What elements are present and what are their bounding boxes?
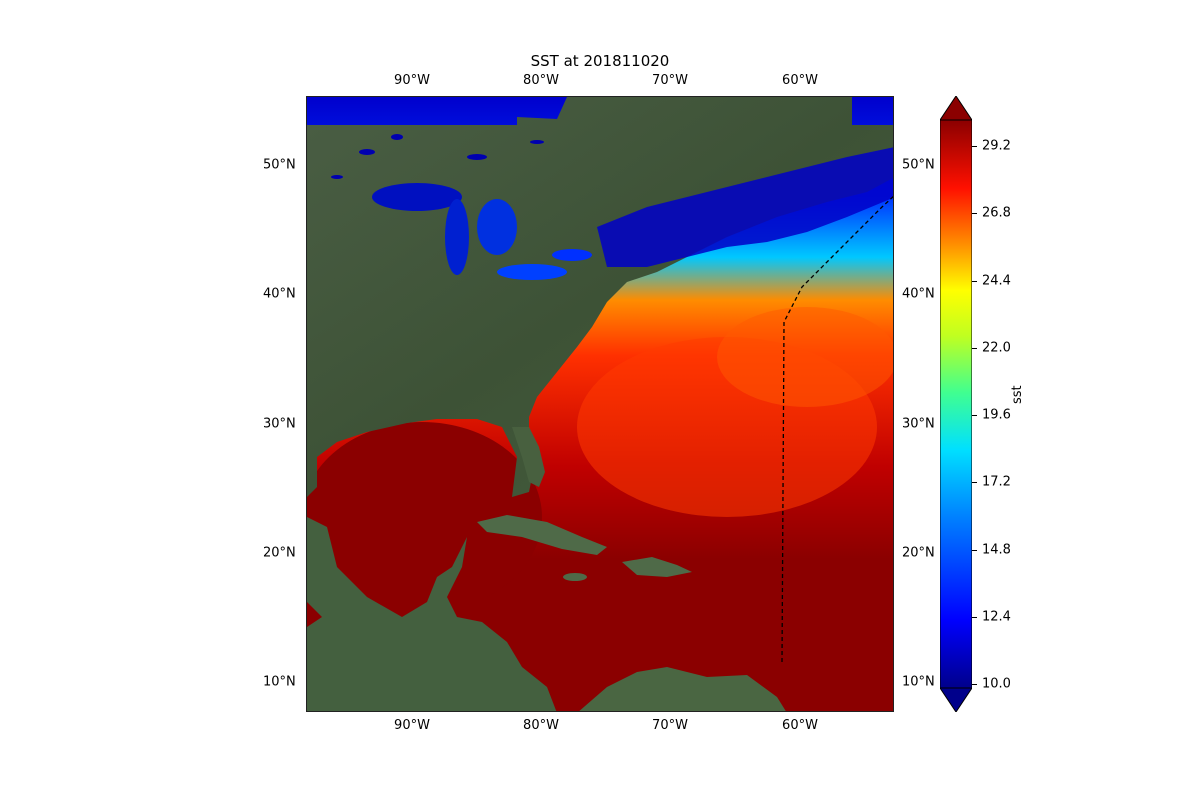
canadian-lake-1 (359, 149, 375, 155)
colorbar-tick-label: 12.4 (982, 609, 1011, 625)
colorbar-tick-label: 29.2 (982, 138, 1011, 154)
central-america-land (307, 517, 557, 711)
colorbar-tick-label: 22.0 (982, 340, 1011, 356)
colorbar-tick (972, 550, 977, 551)
colorbar-tick (972, 348, 977, 349)
south-america-land (579, 667, 786, 711)
sst-map[interactable] (306, 96, 894, 712)
colorbar-tick-label: 14.8 (982, 542, 1011, 558)
bottom-lon-label-80w: 80°W (523, 718, 559, 733)
colorbar (939, 95, 973, 713)
right-lat-label-10n: 10°N (902, 674, 935, 690)
colorbar-label: sst (1010, 385, 1025, 404)
colorbar-tick-label: 19.6 (982, 407, 1011, 423)
left-lat-label-30n: 30°N (263, 416, 296, 432)
map-title: SST at 201811020 (530, 52, 670, 70)
top-lon-label-70w: 70°W (652, 73, 688, 88)
atlantic-warm-patch (717, 307, 893, 407)
left-lat-label-40n: 40°N (263, 286, 296, 302)
colorbar-tick (972, 684, 977, 685)
left-lat-label-20n: 20°N (263, 545, 296, 561)
top-lon-label-80w: 80°W (523, 73, 559, 88)
left-lat-label-10n: 10°N (263, 674, 296, 690)
right-lat-label-20n: 20°N (902, 545, 935, 561)
colorbar-tick-label: 17.2 (982, 474, 1011, 490)
florida-land (512, 427, 545, 487)
canadian-lake-4 (530, 140, 544, 144)
colorbar-tick (972, 213, 977, 214)
colorbar-top-arrow (939, 95, 973, 121)
gulf-of-st-lawrence (597, 147, 893, 267)
lake-huron (477, 199, 517, 255)
colorbar-tick-label: 24.4 (982, 273, 1011, 289)
lake-superior (372, 183, 462, 211)
canadian-lake-3 (467, 154, 487, 160)
right-lat-label-50n: 50°N (902, 157, 935, 173)
colorbar-tick (972, 617, 977, 618)
top-lon-label-90w: 90°W (394, 73, 430, 88)
colorbar-tick-label: 26.8 (982, 205, 1011, 221)
lake-erie (497, 264, 567, 280)
hispaniola-land (622, 557, 692, 577)
colorbar-tick (972, 146, 977, 147)
lake-ontario (552, 249, 592, 261)
colorbar-body (939, 119, 973, 689)
gulf-of-mexico (307, 422, 542, 612)
right-lat-label-40n: 40°N (902, 286, 935, 302)
colorbar-tick (972, 415, 977, 416)
bottom-lon-label-90w: 90°W (394, 718, 430, 733)
colorbar-tick-label: 10.0 (982, 676, 1011, 692)
cuba-land (477, 515, 607, 555)
bottom-lon-label-70w: 70°W (652, 718, 688, 733)
storm-track-line (781, 195, 893, 663)
right-lat-label-30n: 30°N (902, 416, 935, 432)
sst-map-svg (307, 97, 893, 711)
lake-michigan (445, 199, 469, 275)
bottom-lon-label-60w: 60°W (782, 718, 818, 733)
colorbar-tick (972, 482, 977, 483)
colorbar-tick (972, 281, 977, 282)
top-lon-label-60w: 60°W (782, 73, 818, 88)
colorbar-svg (939, 95, 973, 713)
jamaica-land (563, 573, 587, 581)
colorbar-bottom-arrow (939, 687, 973, 713)
canadian-lake-5 (331, 175, 343, 179)
canadian-lake-2 (391, 134, 403, 140)
left-lat-label-50n: 50°N (263, 157, 296, 173)
